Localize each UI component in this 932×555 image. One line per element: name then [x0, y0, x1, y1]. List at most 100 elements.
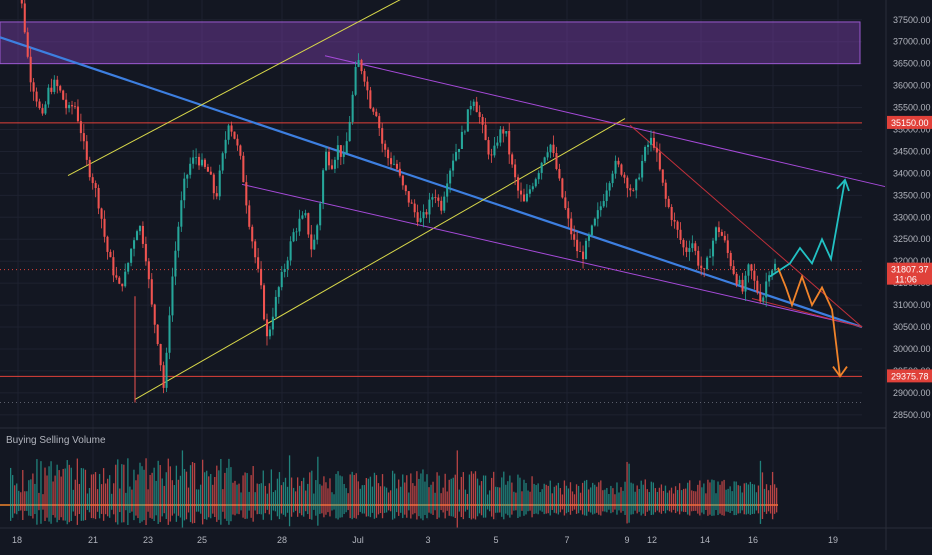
candle-body	[209, 171, 212, 175]
candle-body	[658, 152, 661, 170]
candle-body	[428, 199, 431, 215]
volume-bar	[34, 483, 36, 515]
candle-body	[564, 197, 567, 209]
volume-bar	[141, 466, 143, 522]
volume-bar	[497, 487, 499, 513]
volume-bar	[230, 467, 232, 522]
volume-bar	[462, 472, 465, 520]
volume-bar	[468, 474, 471, 519]
volume-bar	[658, 487, 661, 513]
candle-body	[130, 248, 133, 263]
candle-body	[62, 90, 65, 100]
candle-body	[706, 257, 709, 270]
volume-bar	[713, 480, 715, 516]
volume-bar	[634, 491, 636, 511]
volume-bar	[301, 481, 303, 516]
volume-bar	[84, 469, 87, 521]
volume-bar	[588, 489, 590, 512]
volume-bar	[30, 479, 32, 516]
candle-body	[522, 194, 526, 202]
volume-bar	[179, 475, 182, 518]
volume-bar	[107, 478, 109, 517]
volume-bar	[294, 491, 297, 511]
price-axis[interactable]: 37500.00 37000.00 36500.00 36000.00 35500.00…	[885, 0, 932, 550]
volume-bar	[697, 484, 699, 514]
price-tick-label: 34000.00	[893, 168, 931, 178]
candle-body	[697, 250, 700, 266]
candle-body	[41, 108, 44, 114]
volume-bar	[252, 466, 254, 522]
price-tick-label: 34500.00	[893, 146, 931, 156]
candle-body	[106, 236, 109, 252]
volume-bar	[40, 461, 42, 524]
candle-body	[573, 234, 576, 240]
volume-bar	[143, 469, 145, 521]
candle-body	[97, 188, 100, 209]
volume-bar	[290, 477, 293, 517]
candle-body	[410, 202, 413, 204]
countdown-label: 11:06	[895, 275, 917, 285]
candle-body	[127, 262, 130, 272]
price-tick-label: 33000.00	[893, 212, 931, 222]
volume-bar	[703, 483, 705, 515]
volume-bar	[428, 487, 430, 513]
volume-bar	[406, 475, 408, 518]
candle-body	[729, 252, 732, 267]
candle-body	[620, 164, 623, 175]
time-axis[interactable]: 18 21 23 25 28 Jul 3 5 7 9 12 14 16 19	[0, 527, 932, 545]
volume-bar	[159, 465, 161, 523]
candle-body	[419, 218, 422, 222]
volume-bar	[513, 491, 515, 511]
volume-bar	[519, 477, 521, 517]
price-tick-label: 35000.00	[893, 124, 931, 134]
time-tick-label: 3	[425, 535, 430, 545]
volume-bar	[173, 485, 176, 514]
candle-body	[79, 121, 82, 134]
candle-body	[50, 87, 53, 92]
candle-body	[511, 154, 514, 165]
volume-bar	[654, 488, 657, 513]
volume-bar	[620, 487, 622, 513]
volume-bar	[640, 480, 642, 516]
volume-bar	[573, 494, 576, 510]
candle-body	[490, 154, 493, 156]
volume-bar	[422, 469, 424, 521]
volume-bar	[353, 474, 355, 518]
volume-bar	[398, 479, 400, 516]
candle-body	[623, 174, 626, 178]
volume-bar	[739, 485, 741, 514]
volume-bar	[325, 482, 327, 515]
volume-bar	[371, 486, 374, 513]
volume-bar	[62, 468, 64, 521]
candle-body	[756, 280, 759, 293]
volume-bar	[670, 487, 673, 513]
candle-body	[351, 94, 354, 122]
candle-body	[381, 128, 384, 144]
volume-bar	[701, 487, 703, 513]
volume-bar	[125, 492, 127, 511]
candle-body	[714, 227, 718, 241]
volume-bar	[537, 483, 539, 515]
volume-bar	[460, 476, 462, 518]
volume-bar	[50, 461, 52, 524]
volume-bar	[747, 484, 749, 514]
candle-body	[336, 145, 339, 160]
candle-body	[525, 193, 528, 202]
volume-bar	[232, 482, 234, 515]
volume-bar	[195, 489, 198, 512]
volume-bar	[216, 465, 218, 522]
volume-bar	[244, 472, 246, 519]
volume-bar	[721, 481, 723, 516]
volume-bar	[454, 474, 456, 518]
candle-body	[774, 263, 777, 271]
volume-bar	[385, 487, 388, 513]
candle-body	[493, 145, 496, 156]
volume-bar	[214, 476, 216, 518]
candle-body	[602, 201, 605, 207]
volume-bar	[511, 482, 513, 515]
candle-body	[118, 277, 121, 284]
candle-body	[481, 117, 484, 125]
volume-bar	[131, 489, 133, 512]
